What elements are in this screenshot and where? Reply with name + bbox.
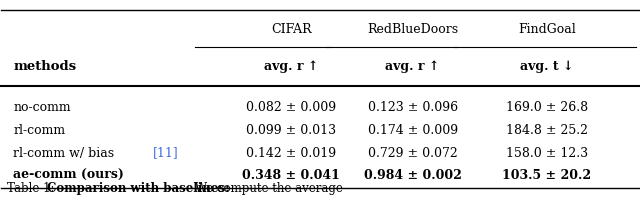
Text: no-comm: no-comm — [13, 101, 71, 114]
Text: FindGoal: FindGoal — [518, 23, 575, 36]
Text: We compute the average: We compute the average — [195, 182, 343, 195]
Text: [11]: [11] — [153, 147, 179, 160]
Text: CIFAR: CIFAR — [271, 23, 312, 36]
Text: 169.0 ± 26.8: 169.0 ± 26.8 — [506, 101, 588, 114]
Text: 184.8 ± 25.2: 184.8 ± 25.2 — [506, 124, 588, 137]
Text: 158.0 ± 12.3: 158.0 ± 12.3 — [506, 147, 588, 160]
Text: avg. r ↑: avg. r ↑ — [264, 60, 319, 73]
Text: 0.984 ± 0.002: 0.984 ± 0.002 — [364, 169, 461, 182]
Text: rl-comm: rl-comm — [13, 124, 65, 137]
Text: Table 1:: Table 1: — [7, 182, 58, 195]
Text: ae-comm (ours): ae-comm (ours) — [13, 169, 124, 182]
Text: 0.123 ± 0.096: 0.123 ± 0.096 — [367, 101, 458, 114]
Text: 0.348 ± 0.041: 0.348 ± 0.041 — [243, 169, 340, 182]
Text: methods: methods — [13, 60, 77, 73]
Text: 0.729 ± 0.072: 0.729 ± 0.072 — [368, 147, 458, 160]
Text: rl-comm w/ bias: rl-comm w/ bias — [13, 147, 115, 160]
Text: RedBlueDoors: RedBlueDoors — [367, 23, 458, 36]
Text: 0.099 ± 0.013: 0.099 ± 0.013 — [246, 124, 337, 137]
Text: 103.5 ± 20.2: 103.5 ± 20.2 — [502, 169, 591, 182]
Text: Comparison with baselines:: Comparison with baselines: — [47, 182, 229, 195]
Text: avg. r ↑: avg. r ↑ — [385, 60, 440, 73]
Text: 0.174 ± 0.009: 0.174 ± 0.009 — [367, 124, 458, 137]
Text: 0.082 ± 0.009: 0.082 ± 0.009 — [246, 101, 337, 114]
Text: 0.142 ± 0.019: 0.142 ± 0.019 — [246, 147, 337, 160]
Text: avg. t ↓: avg. t ↓ — [520, 60, 573, 73]
